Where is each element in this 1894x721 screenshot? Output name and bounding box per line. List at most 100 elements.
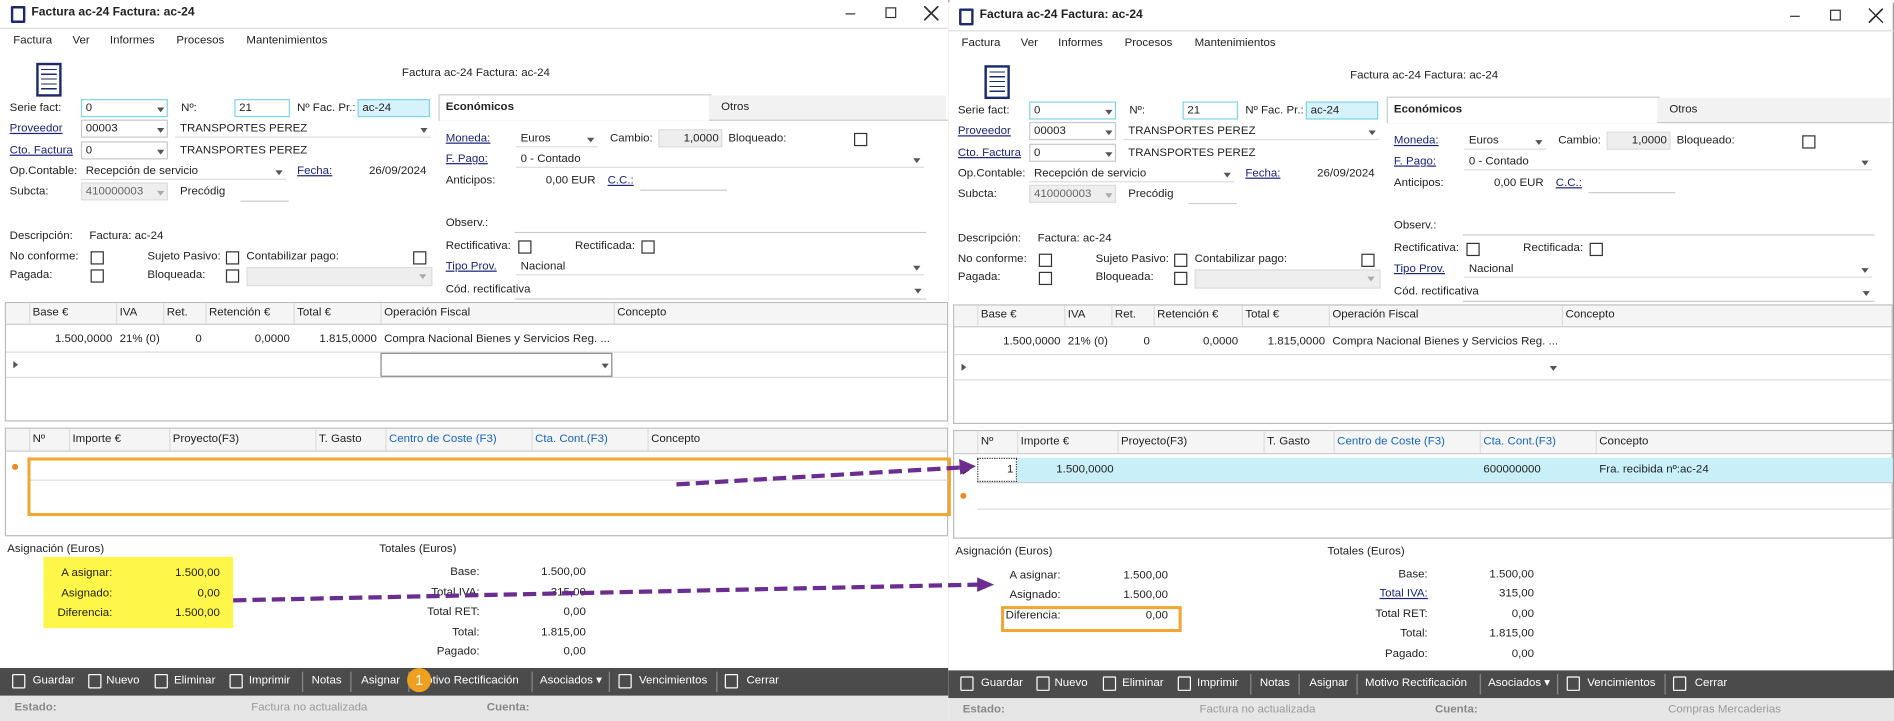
checkbox[interactable] [1466,242,1480,256]
input[interactable] [1123,121,1380,140]
toolbar-button[interactable]: Notas [311,674,342,688]
toolbar-button[interactable]: Notas [1259,675,1290,690]
toolbar-button[interactable]: Eliminar [1122,675,1164,690]
checkbox[interactable] [225,269,240,283]
toolbar-button[interactable]: Guardar [980,675,1023,690]
input[interactable] [1463,131,1547,150]
grid-cell: Fra. recibida nº:ac-24 [1599,462,1709,476]
field-label: Fecha: [297,164,333,178]
maximize-button[interactable] [1829,9,1841,20]
toolbar-button[interactable]: Imprimir [1197,675,1239,690]
highlight-box [27,457,951,517]
input[interactable] [1029,184,1117,203]
checkbox[interactable] [1174,253,1188,267]
toolbar-button[interactable]: Vencimientos [1587,675,1656,690]
input[interactable] [1305,100,1379,119]
input[interactable] [80,141,168,160]
maximize-button[interactable] [885,7,897,19]
input[interactable] [515,150,925,168]
input[interactable] [1029,164,1235,182]
menu-item[interactable]: Factura [961,35,1001,49]
grid-header-cell: Nº [32,432,46,446]
menu-item[interactable]: Ver [72,33,90,48]
minimize-button[interactable] [845,13,856,15]
minimize-button[interactable] [1790,15,1800,17]
input[interactable] [1182,100,1239,119]
checkbox[interactable] [413,251,427,265]
tab[interactable] [1657,97,1891,123]
checkbox[interactable] [225,251,240,265]
toolbar-button[interactable]: Guardar [32,674,75,688]
combo-cell[interactable] [380,352,613,377]
input[interactable] [1606,131,1671,150]
toolbar-button[interactable]: Asignar [1309,675,1349,690]
tab[interactable] [438,94,712,121]
menu-item[interactable]: Procesos [1124,35,1173,49]
input-value: Nacional [1468,261,1514,275]
input[interactable] [515,129,598,148]
toolbar-button[interactable]: Motivo Rectificación [1364,675,1467,690]
checkbox[interactable] [90,251,104,265]
toolbar-button[interactable]: Nuevo [106,674,140,688]
input[interactable] [658,129,723,148]
input[interactable] [1463,259,1873,278]
checkbox[interactable] [518,240,532,254]
input[interactable] [1463,152,1873,170]
dropdown-arrow [1105,192,1113,198]
grid [953,303,1893,424]
menu-item[interactable]: Mantenimientos [1194,35,1276,49]
dropdown-arrow [1861,160,1869,165]
summary-label: Total IVA: [1379,587,1428,601]
grid-header-cell: Importe € [1020,434,1070,448]
input[interactable] [80,99,168,118]
toolbar-button[interactable]: Asociados ▾ [539,674,602,688]
toolbar-button[interactable]: Vencimientos [638,674,708,688]
grid-separator [613,303,615,324]
checkbox[interactable] [1038,253,1053,267]
menu-item[interactable]: Informes [1058,35,1103,49]
close-button[interactable] [1868,7,1884,23]
toolbar-button[interactable]: Asociados ▾ [1488,675,1551,690]
close-button[interactable] [924,6,939,21]
menu-item[interactable]: Procesos [176,33,225,48]
toolbar-separator [608,671,610,693]
toolbar-button[interactable]: Nuevo [1054,675,1088,690]
checkbox[interactable] [1589,242,1603,256]
toolbar-button[interactable]: Motivo Rectificación [416,674,519,688]
input[interactable] [1029,121,1117,140]
input[interactable] [1029,100,1117,119]
input[interactable] [357,99,431,118]
checkbox[interactable] [1802,134,1816,148]
checkbox[interactable] [641,240,655,254]
toolbar-icon [154,674,168,689]
menu-item[interactable]: Factura [13,33,53,48]
step-badge-label: 1 [415,673,423,689]
menu-item[interactable]: Ver [1020,35,1038,49]
input[interactable] [80,119,168,138]
tab[interactable] [1386,96,1660,123]
input[interactable] [175,120,432,138]
toolbar-button[interactable]: Asignar [361,674,401,688]
input[interactable] [80,182,168,201]
grid-row[interactable] [977,457,1893,483]
grid [953,429,1893,539]
checkbox[interactable] [1038,271,1053,285]
checkbox[interactable] [1361,253,1375,267]
input-value: 26/09/2024 [368,164,427,178]
toolbar-button[interactable]: Imprimir [248,674,291,688]
input[interactable] [234,99,290,118]
input[interactable] [80,162,287,180]
menu-item[interactable]: Mantenimientos [246,33,328,48]
summary-label: Base: [1398,567,1428,581]
checkbox[interactable] [853,132,868,147]
dropdown-arrow [1105,129,1113,135]
checkbox[interactable] [90,269,104,283]
tab[interactable] [709,95,946,121]
input[interactable] [1029,143,1117,162]
input[interactable] [515,257,925,276]
toolbar-button[interactable]: Eliminar [173,674,216,688]
checkbox[interactable] [1174,271,1188,285]
toolbar-button[interactable]: Cerrar [746,674,780,688]
toolbar-button[interactable]: Cerrar [1694,675,1728,690]
menu-item[interactable]: Informes [109,33,155,48]
